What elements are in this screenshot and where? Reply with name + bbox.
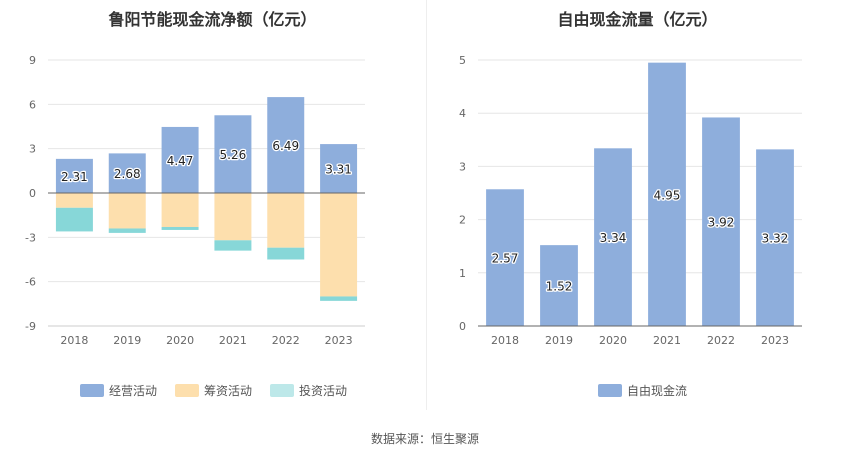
right-bar-0-2018 <box>486 189 524 326</box>
legend-right: 自由现金流 <box>598 382 687 399</box>
left-data-label-2022: 6.49 <box>272 139 299 153</box>
right-data-label-2021: 4.95 <box>654 188 681 202</box>
left-ytick-1: 6 <box>29 98 36 111</box>
right-ytick-2: 3 <box>459 160 466 173</box>
legend-swatch-operating <box>80 384 104 397</box>
right-bar-0-2022 <box>702 117 740 327</box>
left-bar-1-2021 <box>214 193 252 241</box>
left-data-label-2023: 3.31 <box>325 163 352 177</box>
legend-label-operating: 经营活动 <box>109 384 158 398</box>
left-bar-2-2023 <box>320 296 358 301</box>
right-data-label-2023: 3.32 <box>762 232 789 246</box>
left-data-label-2021: 5.26 <box>220 148 247 162</box>
right-bar-0-2020 <box>594 148 632 326</box>
left-bar-1-2022 <box>267 193 305 248</box>
left-bar-1-2018 <box>55 193 93 208</box>
right-bar-0-2023 <box>756 149 794 326</box>
right-xtick-2022: 2022 <box>707 334 735 347</box>
free-cashflow-plot: 5 4 3 2 1 0 2018 2.57 2019 1.52 2020 3.34 2021 4.95 20… <box>459 54 802 347</box>
right-bar-0-2021 <box>648 62 686 326</box>
legend-label-investing: 投资活动 <box>299 384 348 398</box>
left-bar-1-2019 <box>108 193 146 229</box>
legend-label-financing: 筹资活动 <box>204 384 253 398</box>
free-cashflow-chart: 自由现金流量（亿元） 5 4 3 2 1 0 2018 2.57 2019 1.52 2020 3.3… <box>425 0 850 420</box>
right-ytick-5: 0 <box>459 320 466 333</box>
left-bar-2-2019 <box>108 228 146 233</box>
chart-title-left: 鲁阳节能现金流净额（亿元） <box>108 10 317 29</box>
legend-swatch-financing <box>175 384 200 397</box>
left-bar-0-2020 <box>161 126 199 193</box>
left-data-label-2019: 2.68 <box>114 167 141 181</box>
left-bar-0-2023 <box>320 144 358 193</box>
left-xtick-2023: 2023 <box>325 334 353 347</box>
right-data-label-2019: 1.52 <box>546 280 573 294</box>
cashflow-net-chart: 鲁阳节能现金流净额（亿元） 9 6 3 0 -3 -6 -9 2018 2.31 2019 2.68… <box>0 0 425 420</box>
right-data-label-2020: 3.34 <box>600 231 627 245</box>
left-xtick-2019: 2019 <box>113 334 141 347</box>
left-ytick-0: 9 <box>29 54 36 67</box>
data-source-note: 数据来源：恒生聚源 <box>370 432 479 446</box>
left-bar-0-2021 <box>214 115 252 193</box>
left-bar-2-2021 <box>214 240 252 251</box>
left-ytick-6: -9 <box>25 320 36 333</box>
legend-swatch-investing <box>270 384 295 397</box>
right-xtick-2021: 2021 <box>653 334 681 347</box>
right-ytick-0: 5 <box>459 54 466 67</box>
right-ytick-3: 2 <box>459 214 466 227</box>
left-xtick-2021: 2021 <box>219 334 247 347</box>
right-xtick-2023: 2023 <box>761 334 789 347</box>
left-xtick-2020: 2020 <box>166 334 194 347</box>
right-xtick-2018: 2018 <box>491 334 519 347</box>
left-bar-2-2022 <box>267 247 305 260</box>
left-ytick-5: -6 <box>25 276 36 289</box>
chart-title-right: 自由现金流量（亿元） <box>557 10 718 29</box>
left-bar-1-2020 <box>161 193 199 227</box>
right-bar-0-2019 <box>540 245 578 326</box>
left-data-label-2020: 4.47 <box>167 154 194 168</box>
left-xtick-2022: 2022 <box>272 334 300 347</box>
left-ytick-3: 0 <box>29 187 36 200</box>
left-bar-2-2018 <box>55 207 93 232</box>
legend-item-operating[interactable]: 经营活动 <box>80 382 157 399</box>
right-data-label-2022: 3.92 <box>708 216 735 230</box>
left-bar-2-2020 <box>161 226 199 230</box>
legend-label-free-cashflow: 自由现金流 <box>627 384 688 398</box>
legend-item-investing[interactable]: 投资活动 <box>270 382 347 399</box>
legend-swatch-free-cashflow <box>598 384 622 397</box>
cashflow-net-plot: 9 6 3 0 -3 -6 -9 2018 2.31 2019 2.68 2020 4.47 2021 5.… <box>25 54 365 347</box>
right-xtick-2019: 2019 <box>545 334 573 347</box>
right-ytick-1: 4 <box>459 107 466 120</box>
left-ytick-2: 3 <box>29 143 36 156</box>
legend-item-financing[interactable]: 筹资活动 <box>175 382 252 399</box>
left-bar-0-2018 <box>55 158 93 193</box>
panel-divider <box>426 0 427 410</box>
right-data-label-2018: 2.57 <box>492 252 519 266</box>
right-ytick-4: 1 <box>459 267 466 280</box>
legend-left: 经营活动 筹资活动 投资活动 <box>80 382 347 399</box>
legend-item-free-cashflow[interactable]: 自由现金流 <box>598 382 687 399</box>
left-bar-1-2023 <box>320 193 358 297</box>
left-data-label-2018: 2.31 <box>61 170 88 184</box>
right-xtick-2020: 2020 <box>599 334 627 347</box>
left-ytick-4: -3 <box>25 231 36 244</box>
left-bar-0-2022 <box>267 97 305 193</box>
left-xtick-2018: 2018 <box>60 334 88 347</box>
left-bar-0-2019 <box>108 153 146 193</box>
